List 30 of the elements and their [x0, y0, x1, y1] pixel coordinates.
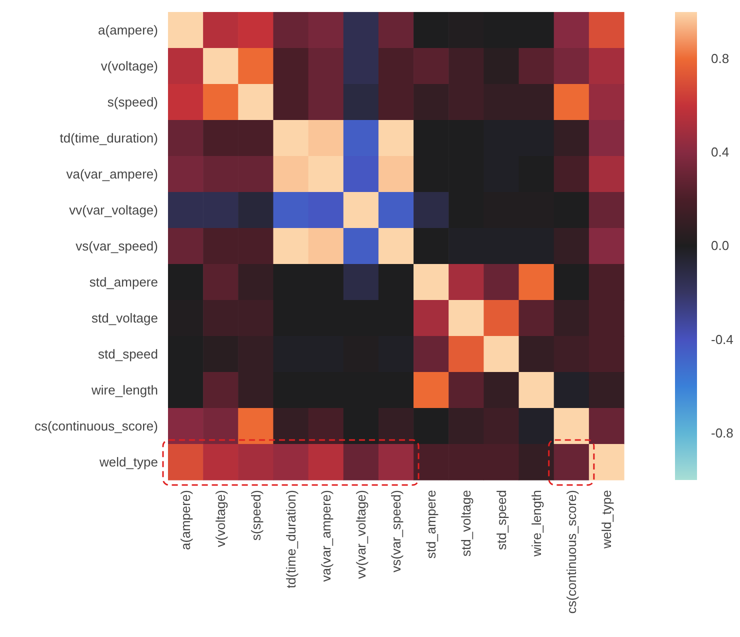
y-tick-label: v(voltage) — [100, 58, 158, 74]
y-tick-label: std_voltage — [92, 310, 158, 326]
x-tick-label: std_voltage — [458, 490, 474, 556]
y-tick-label: td(time_duration) — [60, 130, 158, 146]
x-tick-label: cs(continuous_score) — [564, 490, 579, 614]
color-bar-label: 0.4 — [711, 144, 730, 160]
y-tick-label: std_speed — [98, 346, 158, 362]
x-tick-label: v(voltage) — [213, 490, 228, 548]
x-tick-label: wire_length — [528, 490, 544, 558]
x-tick-label: std_speed — [494, 490, 509, 550]
color-bar-label: 0.8 — [711, 50, 730, 66]
y-tick-label: va(var_ampere) — [66, 166, 158, 182]
x-tick-label: va(var_ampere) — [318, 490, 334, 582]
color-bar-label: -0.4 — [711, 332, 734, 347]
y-tick-label: std_ampere — [89, 274, 158, 290]
color-bar-label: 0.0 — [711, 238, 730, 254]
y-tick-label: wire_length — [90, 382, 158, 398]
y-tick-label: cs(continuous_score) — [34, 418, 158, 434]
y-tick-label: vv(var_voltage) — [69, 202, 158, 218]
x-tick-label: weld_type — [599, 490, 614, 550]
x-tick-label: td(time_duration) — [283, 490, 298, 588]
color-bar-label: -0.8 — [711, 425, 734, 440]
y-tick-label: vs(var_speed) — [76, 238, 158, 254]
x-tick-label: vv(var_voltage) — [353, 490, 368, 579]
x-tick-label: s(speed) — [248, 490, 264, 541]
x-tick-label: std_ampere — [424, 490, 439, 559]
y-tick-label: weld_type — [98, 454, 158, 470]
x-tick-label: vs(var_speed) — [388, 490, 404, 572]
y-tick-label: s(speed) — [107, 94, 158, 110]
y-tick-label: a(ampere) — [98, 22, 158, 38]
